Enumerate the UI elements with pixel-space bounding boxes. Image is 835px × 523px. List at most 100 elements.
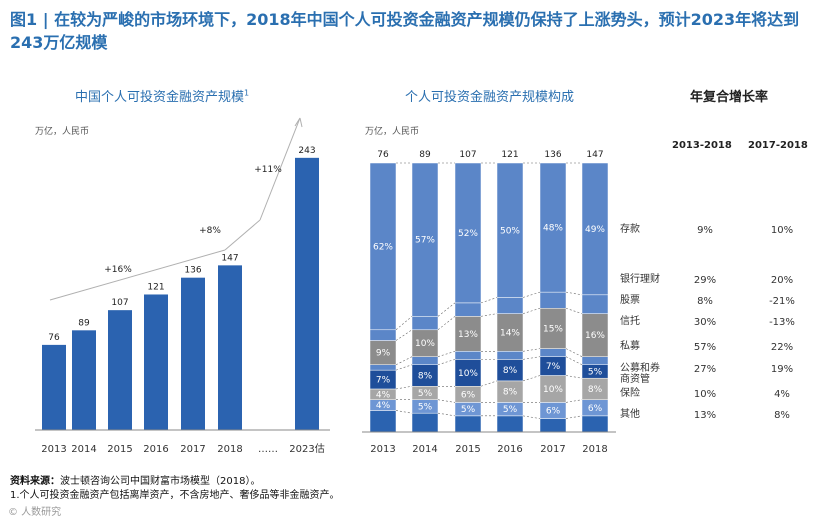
stack-seg-2016-7: [496, 162, 524, 298]
stack-label-2014-7: 57%: [415, 236, 435, 246]
connector-4-1: [437, 351, 456, 357]
connector-4-3: [522, 348, 541, 352]
bar-value-2023估: 243: [298, 146, 315, 156]
x-tick-2016: 2016: [143, 444, 168, 455]
connector-6-2: [480, 297, 498, 304]
growth-rate-2017-2018: 10%: [770, 225, 794, 236]
stack-seg-2017-4: [539, 348, 567, 357]
stack-seg-2018-6: [581, 294, 609, 314]
stack-seg-2015-7: [454, 162, 482, 304]
connector-2-2: [480, 380, 498, 387]
growth-rate-2013-2018: 57%: [693, 342, 717, 353]
stack-seg-2015-3: [454, 359, 482, 387]
connector-3-4: [565, 356, 583, 366]
stack-seg-2018-7: [581, 162, 609, 296]
bar-2014: [72, 330, 96, 430]
stack-label-2014-5: 10%: [415, 339, 435, 349]
stack-x-tick-2014: 2014: [412, 444, 437, 455]
stack-label-2017-5: 15%: [543, 324, 563, 334]
growth-col1-header: 2013-2018: [672, 140, 732, 151]
stack-label-2013-3: 7%: [376, 376, 391, 386]
connector-3-0: [395, 364, 413, 371]
stack-seg-2016-4: [496, 351, 524, 360]
left-chart-units: 万亿，人民币: [35, 127, 90, 137]
growth-row-label: 信托: [620, 316, 640, 327]
growth-rate-2013-2018: 8%: [697, 296, 713, 307]
stack-label-2013-5: 9%: [376, 349, 391, 359]
footnote: 1.个人可投资金融资产包括离岸资产，不含房地产、奢侈品等非金融资产。: [10, 490, 340, 501]
bar-value-2018: 147: [221, 253, 238, 263]
stack-x-tick-2013: 2013: [370, 444, 395, 455]
left-chart-title: 中国个人可投资金融资产规模1: [75, 88, 250, 105]
stack-seg-2014-5: [411, 329, 439, 357]
connector-1-4: [565, 399, 583, 403]
growth-rate-2013-2018: 10%: [693, 389, 717, 400]
stack-label-2016-2: 8%: [503, 388, 518, 398]
connector-6-4: [565, 291, 583, 296]
stack-seg-2017-6: [539, 291, 567, 309]
bar-2015: [108, 310, 132, 430]
stack-label-2017-1: 6%: [546, 406, 561, 416]
stack-seg-2014-4: [411, 356, 439, 365]
stack-label-2015-7: 52%: [458, 229, 478, 239]
connector-0-0: [395, 410, 413, 414]
stack-seg-2016-5: [496, 313, 524, 352]
connector-6-1: [437, 302, 456, 317]
stack-seg-2017-5: [539, 308, 567, 349]
stack-label-2017-3: 7%: [546, 362, 561, 372]
growth-rate-2017-2018: -13%: [769, 317, 795, 328]
connector-0-4: [565, 415, 583, 419]
stack-seg-2015-6: [454, 302, 482, 317]
growth-row-label: 公募和券商资管: [620, 363, 660, 385]
bar-value-2013: 76: [48, 333, 60, 343]
growth-rate-2017-2018: 20%: [770, 275, 794, 286]
stack-label-2016-7: 50%: [500, 226, 520, 236]
stack-label-2016-3: 8%: [503, 366, 518, 376]
growth-rate-2013-2018: 9%: [697, 225, 713, 236]
growth-label-3: +11%: [254, 165, 282, 175]
stack-seg-2015-4: [454, 351, 482, 360]
connector-5-2: [480, 313, 498, 317]
axis-separator: ……: [258, 444, 278, 455]
connector-6-3: [522, 291, 541, 298]
stack-seg-2017-2: [539, 375, 567, 403]
stack-label-2018-1: 6%: [588, 404, 603, 414]
stack-seg-2016-0: [496, 415, 524, 433]
connector-1-1: [437, 399, 456, 403]
stack-x-tick-2017: 2017: [540, 444, 565, 455]
connector-2-4: [565, 375, 583, 379]
stack-total-2013: 76: [377, 150, 389, 160]
bar-value-2015: 107: [111, 298, 128, 308]
growth-row-label: 保险: [620, 388, 640, 399]
growth-rate-2017-2018: 4%: [774, 389, 790, 400]
stack-total-2017: 136: [544, 150, 561, 160]
growth-label-2: +8%: [199, 226, 221, 236]
watermark: © 人数研究: [8, 507, 62, 518]
growth-col2-header: 2017-2018: [748, 140, 808, 151]
connector-4-0: [395, 356, 413, 366]
growth-rate-2013-2018: 30%: [693, 317, 717, 328]
x-tick-2015: 2015: [107, 444, 132, 455]
stack-seg-2013-7: [369, 162, 397, 331]
stack-label-2014-1: 5%: [418, 402, 433, 412]
x-tick-2017: 2017: [180, 444, 205, 455]
stack-label-2014-2: 5%: [418, 389, 433, 399]
stack-total-2016: 121: [501, 150, 518, 160]
stack-total-2018: 147: [586, 150, 603, 160]
connector-5-1: [437, 316, 456, 331]
stack-seg-2016-6: [496, 297, 524, 314]
x-tick-2014: 2014: [71, 444, 96, 455]
stack-seg-2013-0: [369, 410, 397, 433]
stack-x-tick-2016: 2016: [497, 444, 522, 455]
stack-label-2015-3: 10%: [458, 369, 478, 379]
stack-seg-2014-7: [411, 162, 439, 317]
growth-rate-2013-2018: 29%: [693, 275, 717, 286]
growth-row-label: 股票: [620, 295, 640, 306]
stack-label-2018-7: 49%: [585, 225, 605, 235]
stack-label-2017-7: 48%: [543, 224, 563, 234]
connector-3-1: [437, 359, 456, 366]
growth-rate-2017-2018: 8%: [774, 410, 790, 421]
source-line: 资料来源：波士顿咨询公司中国财富市场模型（2018）。: [10, 476, 261, 487]
stack-label-2013-7: 62%: [373, 242, 393, 252]
stack-label-2013-2: 4%: [376, 390, 391, 400]
